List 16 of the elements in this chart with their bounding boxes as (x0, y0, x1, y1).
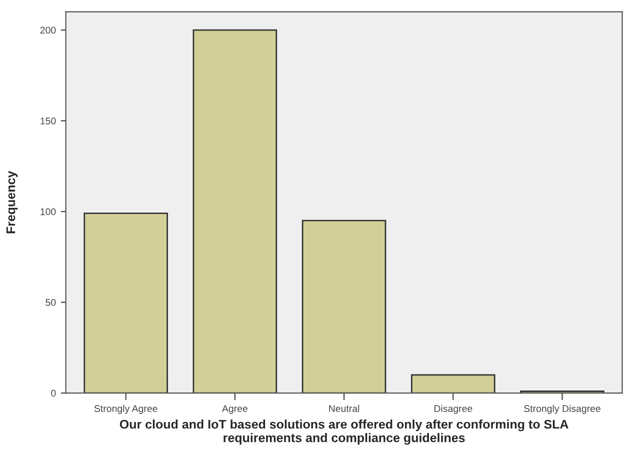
x-tick-label: Strongly Agree (94, 404, 158, 414)
y-tick-label: 150 (40, 118, 56, 124)
x-axis-title: Our cloud and IoT based solutions are offered only after conforming to SLA requirements and compliance guidelines (120, 419, 568, 445)
y-tick-label: 50 (46, 299, 56, 306)
y-tick-label: 100 (40, 208, 56, 216)
x-tick-label: Disagree (434, 404, 472, 414)
bar (84, 212, 168, 394)
x-tick-label: Agree (222, 405, 248, 414)
y-axis-title: Frequency (6, 170, 18, 234)
y-tick-label: 0 (51, 390, 56, 397)
y-tick-label: 200 (40, 26, 56, 34)
bar (410, 374, 496, 394)
x-tick-label: Strongly Disagree (524, 404, 600, 414)
x-tick-label: Neutral (329, 404, 360, 412)
bar (302, 220, 386, 394)
bar (192, 29, 278, 394)
